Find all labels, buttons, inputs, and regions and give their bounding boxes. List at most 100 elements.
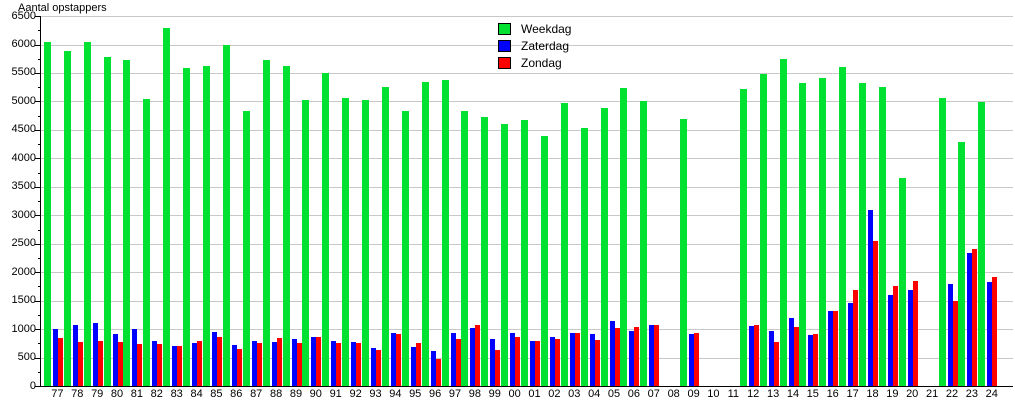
legend-label-weekdag: Weekdag [521, 22, 572, 36]
bar-zaterdag-90 [311, 337, 317, 386]
bar-zondag-84 [197, 341, 203, 386]
bar-weekdag-87 [242, 110, 250, 386]
x-axis-label: 95 [409, 388, 422, 400]
bar-weekdag-01 [521, 120, 528, 386]
bar-zondag-18 [873, 240, 878, 386]
x-axis-label: 03 [568, 388, 581, 400]
bar-weekdag-02 [540, 135, 548, 386]
bar-weekdag-82 [143, 98, 151, 386]
x-axis-label: 88 [269, 388, 283, 400]
x-axis-label: 91 [329, 388, 342, 400]
bar-zondag-09 [694, 333, 700, 386]
bar-zondag-86 [236, 349, 242, 386]
x-axis-line [39, 385, 1013, 387]
y-axis-label: 500 [17, 351, 36, 363]
x-axis-label: 06 [627, 388, 641, 400]
y-axis-tick [35, 357, 41, 359]
x-axis-label: 10 [707, 388, 720, 400]
bar-weekdag-98 [461, 110, 469, 386]
bar-weekdag-99 [481, 116, 489, 386]
bar-zaterdag-00 [510, 333, 516, 386]
gridline [41, 16, 1013, 17]
x-axis-label: 18 [866, 388, 879, 400]
x-axis-label: 12 [747, 388, 760, 400]
bar-zaterdag-92 [351, 341, 357, 386]
y-axis-label: 1500 [11, 294, 36, 307]
bar-zondag-80 [117, 342, 123, 386]
gridline [41, 101, 1013, 103]
bar-zondag-24 [992, 276, 998, 386]
bar-zaterdag-80 [112, 334, 118, 386]
bar-zaterdag-04 [589, 333, 595, 386]
bar-zaterdag-22 [947, 283, 953, 386]
bar-weekdag-81 [123, 60, 131, 386]
y-axis-tick [35, 72, 41, 74]
legend-label-zondag: Zondag [521, 56, 562, 70]
y-axis-tick [35, 101, 41, 103]
x-axis-label: 20 [906, 388, 919, 400]
bar-zondag-12 [753, 324, 759, 386]
bar-weekdag-13 [759, 73, 767, 386]
y-axis-tick [35, 186, 41, 188]
y-axis-line [39, 16, 41, 387]
bar-zondag-91 [336, 343, 342, 386]
bar-zaterdag-85 [211, 331, 217, 386]
bar-zaterdag-12 [748, 326, 754, 386]
bar-zondag-02 [554, 338, 560, 386]
x-axis-label: 21 [925, 388, 939, 400]
y-axis-label: 3500 [11, 180, 36, 193]
x-axis-label: 90 [309, 388, 322, 400]
gridline [41, 72, 1013, 74]
bar-zondag-22 [952, 300, 958, 386]
bar-zondag-19 [892, 286, 898, 386]
bar-weekdag-84 [183, 67, 191, 386]
bar-zondag-81 [137, 344, 143, 386]
bar-zondag-83 [177, 346, 183, 386]
y-axis-tick [35, 272, 41, 274]
bar-zaterdag-83 [172, 345, 178, 386]
bar-zondag-88 [276, 338, 282, 386]
x-axis-label: 83 [170, 388, 183, 400]
bar-zondag-17 [853, 290, 859, 386]
bar-zondag-06 [634, 326, 640, 386]
bar-zondag-92 [356, 343, 362, 386]
bar-zaterdag-18 [868, 209, 873, 386]
bar-zaterdag-95 [410, 346, 416, 386]
bar-zaterdag-09 [689, 333, 695, 386]
y-axis-tick [35, 16, 41, 17]
x-axis-label: 97 [448, 388, 462, 400]
bar-zaterdag-13 [768, 331, 774, 386]
bar-zondag-05 [614, 327, 620, 386]
x-axis-label: 82 [150, 388, 163, 400]
x-axis-label: 78 [71, 388, 84, 400]
bar-zondag-82 [157, 344, 163, 386]
bar-zondag-94 [395, 333, 401, 386]
x-axis-label: 85 [210, 388, 223, 400]
bar-zondag-78 [77, 342, 83, 386]
bar-zondag-14 [793, 327, 799, 386]
bar-zaterdag-91 [331, 340, 337, 386]
bar-weekdag-78 [63, 50, 71, 386]
chart-title: Aantal opstappers [18, 2, 107, 14]
x-axis-label: 87 [250, 388, 263, 400]
x-axis-label: 94 [389, 388, 402, 400]
bar-zaterdag-06 [629, 330, 635, 386]
x-axis-label: 04 [588, 388, 601, 400]
y-axis-label: 3000 [11, 208, 36, 221]
bar-zondag-89 [296, 343, 302, 386]
bar-zaterdag-20 [907, 290, 913, 386]
bar-zondag-15 [813, 334, 819, 386]
bar-zaterdag-87 [251, 340, 257, 386]
bar-zondag-85 [216, 337, 222, 386]
bar-zondag-98 [475, 325, 481, 386]
bar-zondag-90 [316, 336, 322, 386]
x-axis-label: 22 [945, 388, 959, 400]
bar-zondag-96 [435, 358, 441, 386]
legend-swatch-zaterdag [498, 40, 511, 52]
bar-weekdag-85 [202, 65, 210, 386]
bar-zondag-16 [833, 310, 839, 386]
bar-zaterdag-89 [291, 338, 297, 386]
x-axis-label: 24 [985, 388, 998, 400]
x-axis-label: 11 [727, 388, 739, 400]
bar-zaterdag-02 [549, 336, 555, 386]
